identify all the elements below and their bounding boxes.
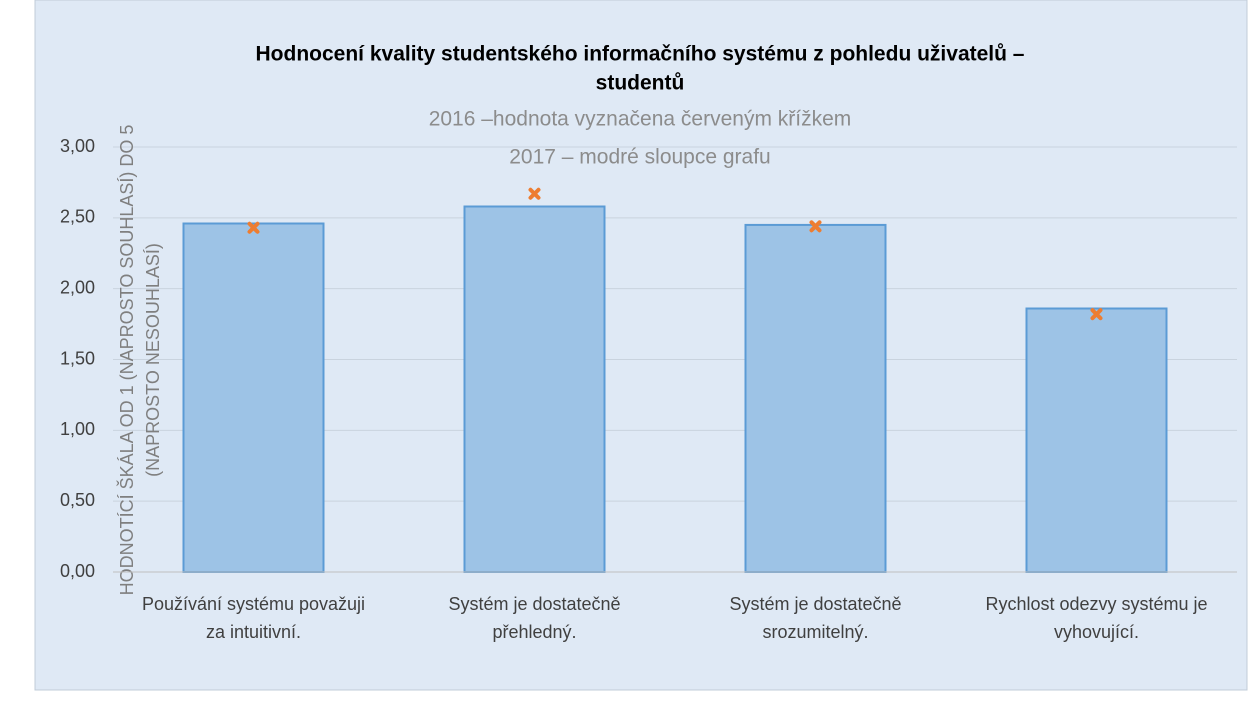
x-tick-label: Rychlost odezvy systému je (985, 594, 1207, 614)
y-tick-label: 3,00 (60, 136, 95, 156)
bar (182, 222, 325, 573)
chart-title: studentů (596, 72, 685, 95)
bar (744, 223, 887, 574)
chart-subtitle: 2016 –hodnota vyznačena červeným křížkem (429, 108, 852, 131)
x-tick-label: přehledný. (492, 622, 576, 642)
x-tick-label: srozumitelný. (762, 622, 868, 642)
marker (809, 220, 822, 233)
y-tick-label: 1,50 (60, 348, 95, 368)
x-tick-label: Systém je dostatečně (729, 594, 901, 614)
x-tick-label: Používání systému považuji (142, 594, 365, 614)
chart-title: Hodnocení kvality studentského informačn… (256, 43, 1025, 66)
y-axis-title: HODNOTÍCÍ ŠKÁLA OD 1 (NAPROSTO SOUHLASÍ)… (116, 125, 163, 596)
bar (463, 205, 606, 573)
marker (1090, 308, 1103, 321)
marker (247, 221, 260, 234)
y-tick-label: 0,00 (60, 561, 95, 581)
marker (528, 187, 541, 200)
x-tick-label: vyhovující. (1054, 622, 1139, 642)
chart-subtitle: 2017 – modré sloupce grafu (509, 146, 771, 169)
bar (1025, 307, 1168, 573)
y-tick-label: 2,50 (60, 207, 95, 227)
y-axis-title-line: HODNOTÍCÍ ŠKÁLA OD 1 (NAPROSTO SOUHLASÍ)… (116, 125, 137, 596)
x-tick-label: za intuitivní. (206, 622, 301, 642)
x-tick-label: Systém je dostatečně (448, 594, 620, 614)
y-tick-label: 2,00 (60, 277, 95, 297)
y-tick-label: 1,00 (60, 419, 95, 439)
y-tick-label: 0,50 (60, 490, 95, 510)
y-axis-title-line: (NAPROSTO NESOUHLASÍ) (143, 243, 163, 477)
